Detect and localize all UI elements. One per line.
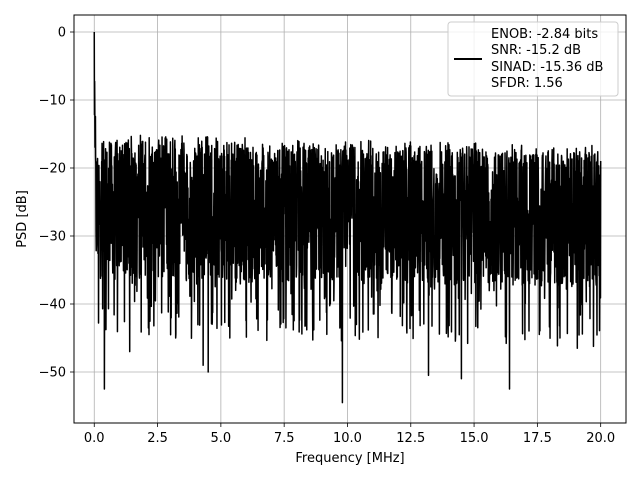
x-tick-label: 2.5 [147,431,168,446]
x-tick-label: 7.5 [274,431,295,446]
y-tick-label: −10 [39,94,66,109]
y-tick-label: −30 [39,230,66,245]
legend-line-sfdr: SFDR: 1.56 [491,76,563,91]
plot-frame [73,14,627,424]
x-tick-label: 10.0 [333,431,362,446]
psd-line [93,31,602,404]
x-tick-label: 12.5 [396,431,425,446]
legend-box [447,21,619,97]
x-tick-label: 5.0 [211,431,232,446]
x-tick-label: 15.0 [460,431,489,446]
legend-line-enob: ENOB: -2.84 bits [491,27,598,42]
x-tick-label: 17.5 [523,431,552,446]
y-tick-label: −40 [39,298,66,313]
y-tick-label: −20 [39,162,66,177]
x-tick-label: 0.0 [84,431,105,446]
psd-series [93,31,602,404]
legend-line-sinad: SINAD: -15.36 dB [491,60,603,75]
legend-line-snr: SNR: -15.2 dB [491,43,581,58]
legend: ENOB: -2.84 bits SNR: -15.2 dB SINAD: -1… [447,21,619,97]
y-axis-label: PSD [dB] [15,190,30,248]
x-axis-ticks: 0.0 2.5 5.0 7.5 10.0 12.5 15.0 17.5 20.0 [84,423,615,446]
y-tick-label: −50 [39,366,66,381]
x-tick-label: 20.0 [586,431,615,446]
y-axis-ticks: 0 −10 −20 −30 −40 −50 [39,26,74,381]
y-tick-label: 0 [58,26,66,41]
x-axis-label: Frequency [MHz] [295,451,404,466]
